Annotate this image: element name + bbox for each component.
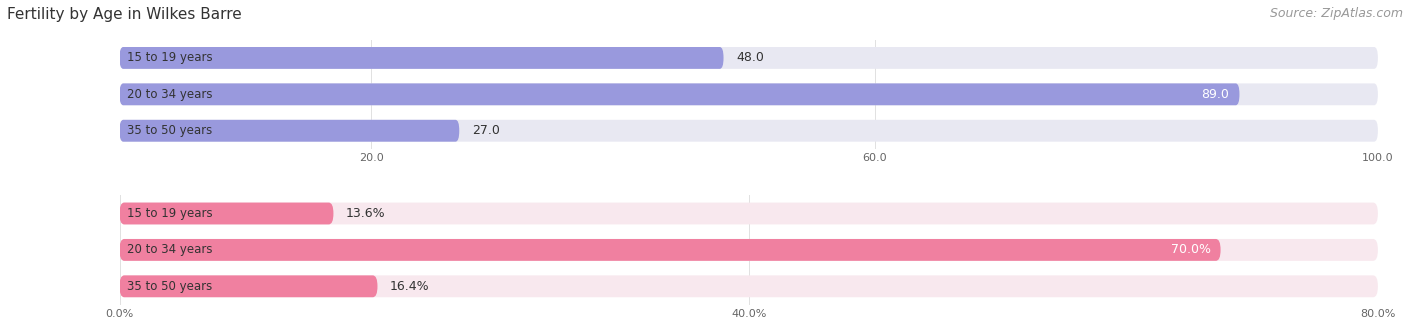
Text: 13.6%: 13.6% (346, 207, 385, 220)
FancyBboxPatch shape (120, 83, 1240, 105)
Text: 89.0: 89.0 (1202, 88, 1229, 101)
FancyBboxPatch shape (120, 47, 724, 69)
Text: 20 to 34 years: 20 to 34 years (127, 88, 212, 101)
Text: 35 to 50 years: 35 to 50 years (127, 280, 212, 293)
FancyBboxPatch shape (120, 275, 377, 297)
Text: Fertility by Age in Wilkes Barre: Fertility by Age in Wilkes Barre (7, 7, 242, 22)
Text: 27.0: 27.0 (472, 124, 499, 137)
Text: Source: ZipAtlas.com: Source: ZipAtlas.com (1270, 7, 1403, 20)
FancyBboxPatch shape (120, 120, 460, 142)
FancyBboxPatch shape (120, 47, 1378, 69)
FancyBboxPatch shape (120, 120, 1378, 142)
Text: 15 to 19 years: 15 to 19 years (127, 207, 212, 220)
FancyBboxPatch shape (120, 203, 1378, 224)
FancyBboxPatch shape (120, 83, 1378, 105)
Text: 16.4%: 16.4% (389, 280, 430, 293)
FancyBboxPatch shape (120, 239, 1378, 261)
FancyBboxPatch shape (120, 275, 1378, 297)
FancyBboxPatch shape (120, 239, 1220, 261)
Text: 15 to 19 years: 15 to 19 years (127, 51, 212, 65)
Text: 35 to 50 years: 35 to 50 years (127, 124, 212, 137)
Text: 20 to 34 years: 20 to 34 years (127, 243, 212, 257)
Text: 70.0%: 70.0% (1171, 243, 1211, 257)
Text: 48.0: 48.0 (737, 51, 763, 65)
FancyBboxPatch shape (120, 203, 333, 224)
